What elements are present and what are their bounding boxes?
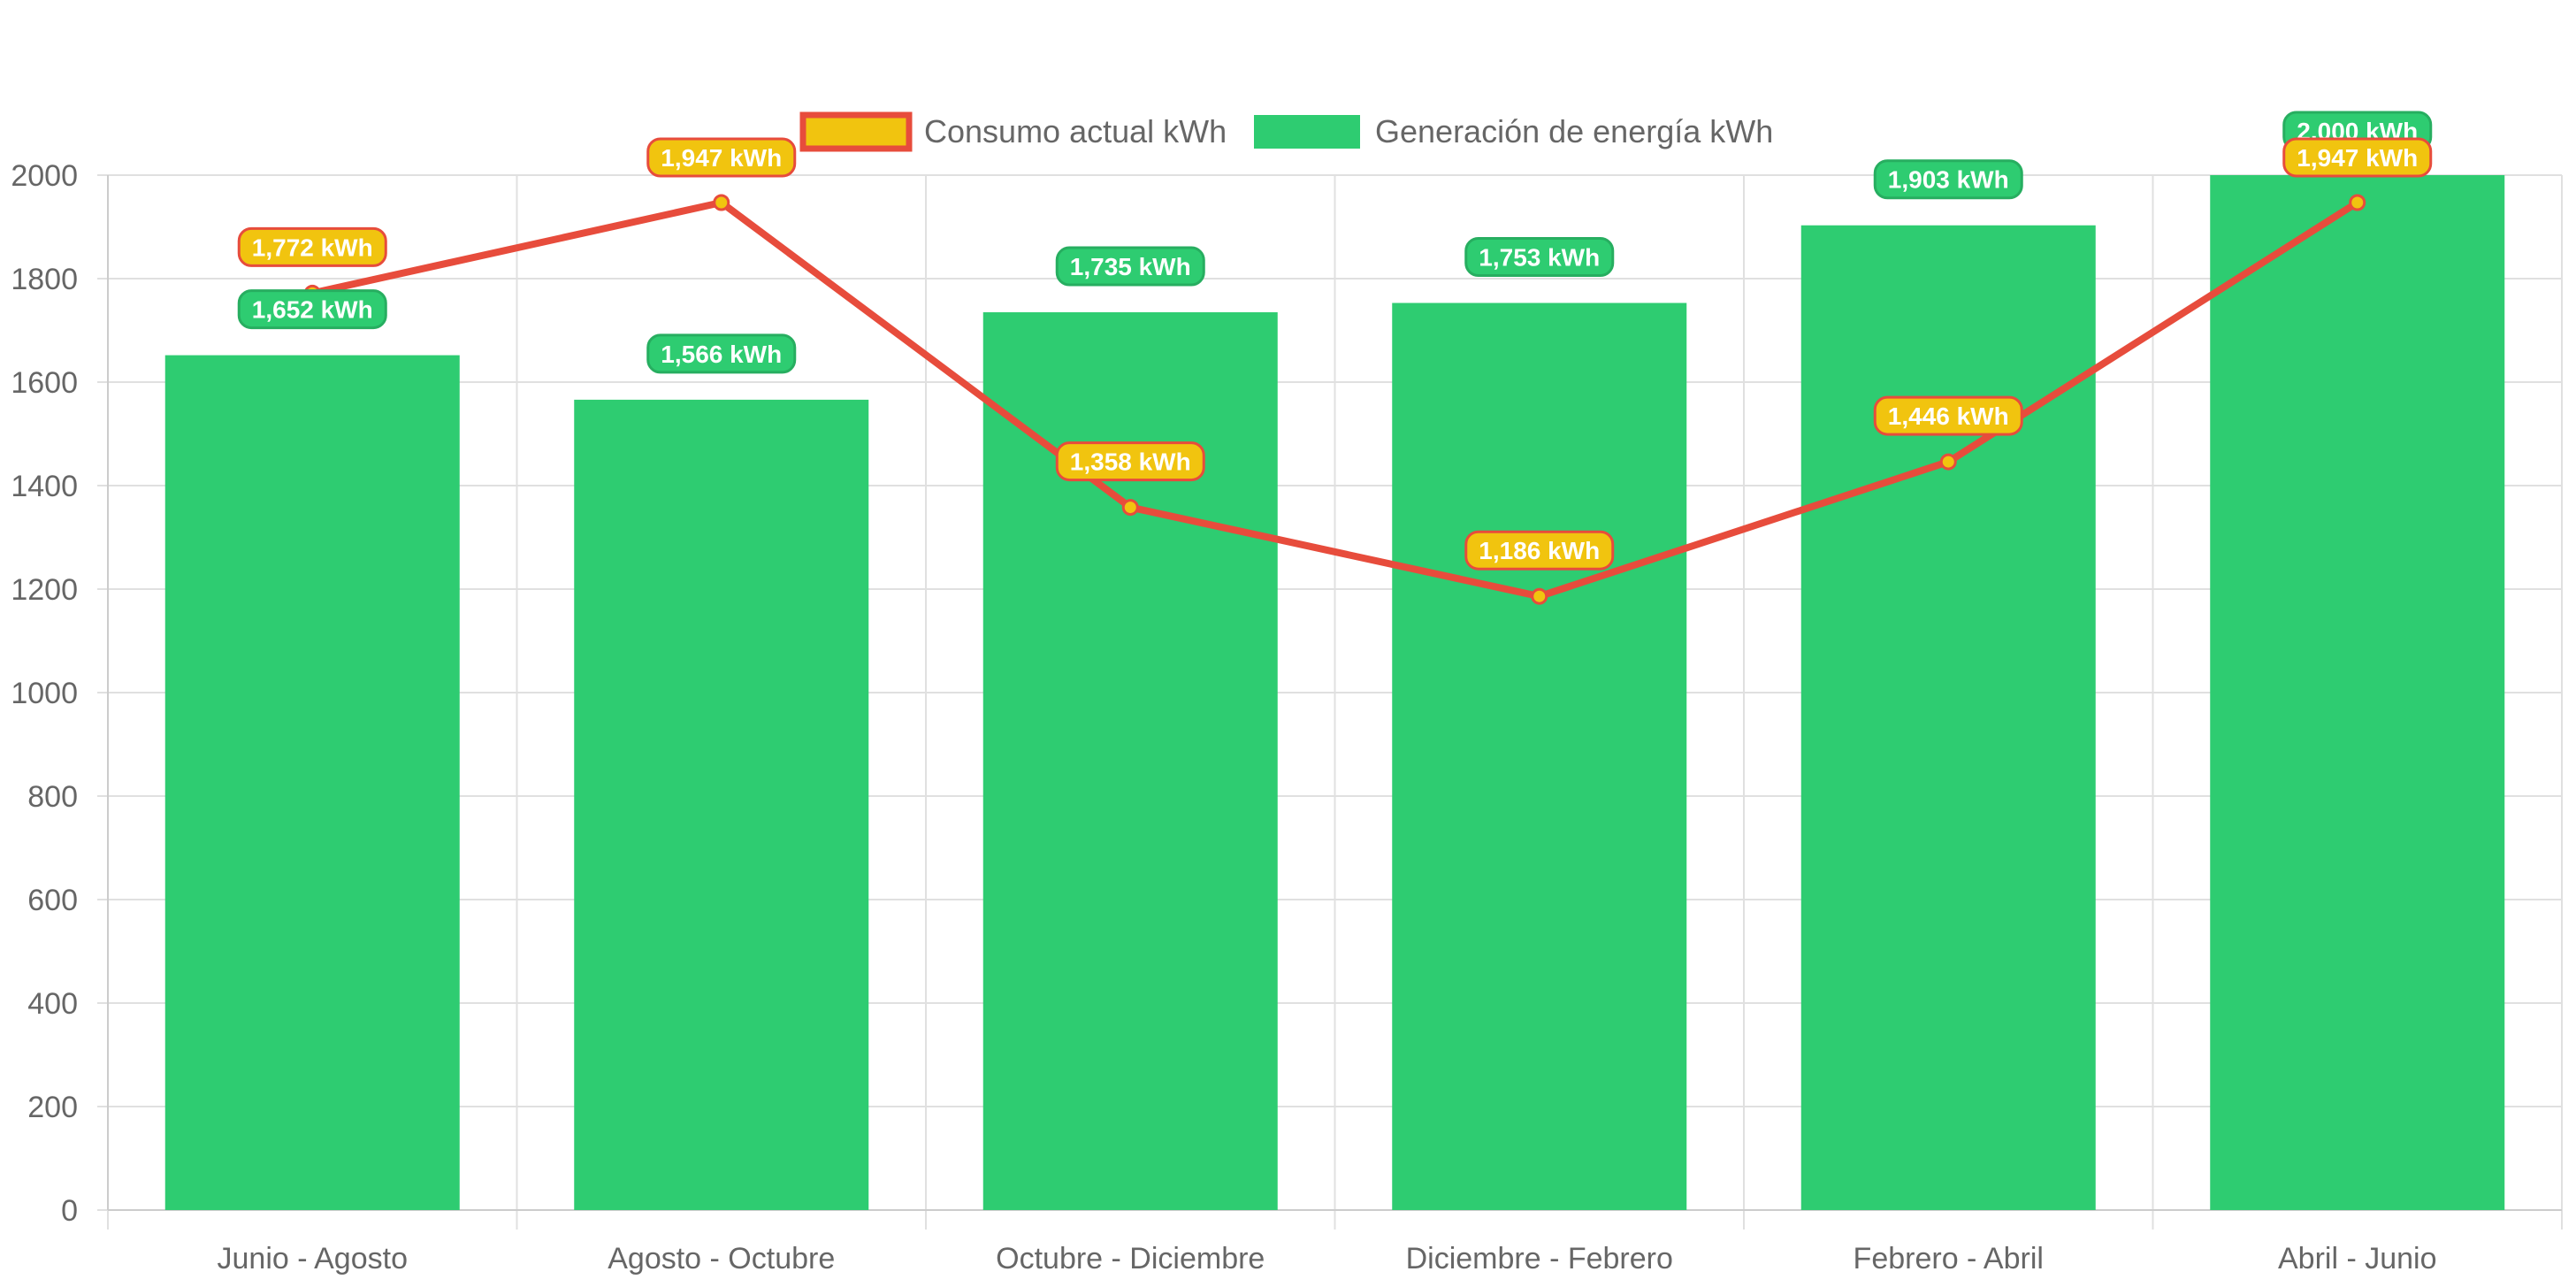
legend-swatch-generacion — [1254, 115, 1360, 149]
x-tick-label: Febrero - Abril — [1854, 1242, 2044, 1276]
data-label-consumo-bg — [646, 137, 797, 178]
data-label-generacion-text: 1,566 kWh — [661, 341, 782, 368]
data-label-consumo-bg — [2282, 137, 2433, 178]
data-label-consumo-text: 1,358 kWh — [1070, 448, 1191, 476]
data-label-consumo-text: 1,772 kWh — [252, 234, 373, 261]
data-label-consumo: 1,772 kWh — [237, 226, 387, 267]
data-label-generacion-bg — [1055, 246, 1205, 287]
y-tick-label: 400 — [27, 987, 78, 1021]
bar-generacion[interactable] — [2210, 175, 2505, 1210]
data-label-generacion-text: 1,652 kWh — [252, 296, 373, 324]
data-label-consumo-bg — [1464, 530, 1615, 571]
y-tick-label: 800 — [27, 780, 78, 814]
data-label-generacion-bg — [1873, 159, 2023, 200]
data-label-generacion: 1,903 kWh — [1873, 159, 2023, 200]
data-labels: 1,652 kWh 1,566 kWh 1,735 kWh 1,753 kWh 1,90… — [237, 111, 2433, 571]
data-label-consumo-bg — [237, 226, 387, 267]
y-tick-label: 600 — [27, 884, 78, 917]
y-tick-label: 0 — [61, 1194, 78, 1228]
point-consumo[interactable] — [713, 194, 730, 211]
data-label-generacion-bg — [646, 333, 797, 374]
x-tick-label: Diciembre - Febrero — [1406, 1242, 1673, 1276]
point-consumo[interactable] — [1531, 587, 1548, 605]
point-consumo[interactable] — [2349, 194, 2366, 211]
data-label-consumo-text: 1,186 kWh — [1479, 537, 1600, 564]
bar-generacion[interactable] — [1800, 225, 2096, 1210]
data-label-generacion-text: 1,903 kWh — [1888, 166, 2009, 194]
y-tick-label: 1000 — [11, 677, 78, 710]
data-label-generacion: 1,566 kWh — [646, 333, 797, 374]
point-consumo[interactable] — [1939, 453, 1957, 471]
y-tick-label: 1600 — [11, 366, 78, 400]
data-label-generacion: 1,735 kWh — [1055, 246, 1205, 287]
data-label-consumo: 1,947 kWh — [2282, 137, 2433, 178]
data-label-consumo-bg — [1873, 395, 2023, 436]
legend-label-generacion: Generación de energía kWh — [1375, 113, 1773, 149]
data-label-consumo: 1,947 kWh — [646, 137, 797, 178]
x-tick-label: Junio - Agosto — [218, 1242, 408, 1276]
x-tick-label: Octubre - Diciembre — [996, 1242, 1265, 1276]
data-label-generacion: 1,652 kWh — [237, 289, 387, 330]
legend-label-consumo: Consumo actual kWh — [924, 113, 1227, 149]
data-label-generacion-bg — [237, 289, 387, 330]
legend-item-generacion[interactable]: Generación de energía kWh — [1254, 113, 1773, 149]
data-label-consumo-text: 1,947 kWh — [661, 144, 782, 172]
legend: Consumo actual kWh Generación de energía… — [799, 111, 1773, 152]
y-tick-label: 200 — [27, 1091, 78, 1124]
data-label-generacion-text: 1,735 kWh — [1070, 253, 1191, 280]
data-label-generacion-bg — [1464, 236, 1615, 277]
legend-item-consumo[interactable]: Consumo actual kWh — [799, 111, 1227, 152]
y-tick-label: 2000 — [11, 159, 78, 193]
x-tick-label: Abril - Junio — [2278, 1242, 2437, 1276]
x-tick-label: Agosto - Octubre — [608, 1242, 835, 1276]
data-label-consumo-bg — [1055, 441, 1205, 482]
data-label-generacion: 1,753 kWh — [1464, 236, 1615, 277]
data-label-generacion-text: 1,753 kWh — [1479, 243, 1600, 271]
data-label-consumo: 1,358 kWh — [1055, 441, 1205, 482]
bar-generacion[interactable] — [164, 355, 460, 1211]
legend-swatch-consumo — [799, 111, 913, 152]
y-tick-label: 1200 — [11, 573, 78, 607]
data-label-consumo-text: 1,446 kWh — [1888, 402, 2009, 430]
point-consumo[interactable] — [1121, 499, 1139, 517]
bar-generacion[interactable] — [1392, 303, 1687, 1210]
y-tick-label: 1800 — [11, 263, 78, 296]
grid-lines — [97, 174, 2563, 1230]
y-tick-label: 1400 — [11, 470, 78, 503]
bar-generacion[interactable] — [574, 399, 869, 1210]
data-label-consumo: 1,186 kWh — [1464, 530, 1615, 571]
axes: 0 200 400 600 800 1000 1200 1400 1600 1800 2000 Jun… — [11, 159, 2562, 1276]
data-label-consumo: 1,446 kWh — [1873, 395, 2023, 436]
data-label-consumo-text: 1,947 kWh — [2297, 144, 2418, 172]
